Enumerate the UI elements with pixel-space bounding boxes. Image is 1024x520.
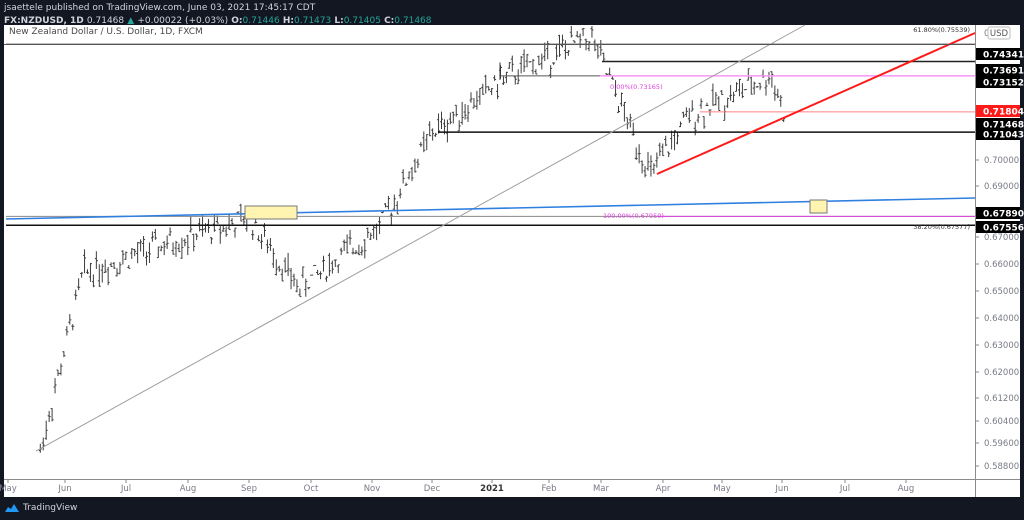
up-arrow-icon: ▲ <box>127 16 135 26</box>
close-value: 0.71468 <box>394 16 432 26</box>
svg-text:Jul: Jul <box>839 484 850 494</box>
svg-text:0.67890: 0.67890 <box>983 210 1024 220</box>
svg-text:0.71043: 0.71043 <box>983 131 1024 141</box>
high-label: H: <box>282 16 294 26</box>
low-value: 0.71405 <box>343 16 381 26</box>
brand-label: TradingView <box>23 503 78 513</box>
svg-text:0.67000: 0.67000 <box>984 233 1019 243</box>
tradingview-cloud-icon <box>5 504 19 512</box>
svg-text:0.00%(0.73165): 0.00%(0.73165) <box>610 83 663 91</box>
symbol: FX:NZDUSD, 1D <box>4 16 84 26</box>
ohlc-bars <box>38 26 786 453</box>
svg-text:May: May <box>0 484 17 494</box>
header: jsaettele published on TradingView.com, … <box>4 2 432 28</box>
svg-text:0.64000: 0.64000 <box>984 314 1019 324</box>
svg-text:Feb: Feb <box>541 484 556 494</box>
low-label: L: <box>334 16 344 26</box>
svg-text:0.67556: 0.67556 <box>983 224 1024 234</box>
last-price: 0.71468 <box>86 16 125 26</box>
svg-text:0.74341: 0.74341 <box>983 51 1024 61</box>
svg-text:0.70000: 0.70000 <box>984 156 1019 166</box>
svg-text:Mar: Mar <box>593 484 610 494</box>
svg-text:0.73691: 0.73691 <box>983 67 1024 77</box>
svg-text:2021: 2021 <box>480 484 504 494</box>
svg-text:0.61200: 0.61200 <box>984 394 1019 404</box>
close-label: C: <box>384 16 395 26</box>
svg-text:38.20%(0.67577): 38.20%(0.67577) <box>913 223 970 231</box>
change: +0.00022 (+0.03%) <box>137 16 229 26</box>
tradingview-footer[interactable]: TradingView <box>4 503 77 513</box>
open-value: 0.71446 <box>242 16 280 26</box>
svg-text:May: May <box>713 484 731 494</box>
svg-text:61.80%(0.75539): 61.80%(0.75539) <box>913 26 970 34</box>
chart-frame[interactable] <box>4 25 1020 497</box>
svg-text:Sep: Sep <box>241 484 257 494</box>
svg-text:0.65000: 0.65000 <box>984 287 1019 297</box>
svg-text:0.69000: 0.69000 <box>984 182 1019 192</box>
svg-text:Oct: Oct <box>304 484 319 494</box>
high-value: 0.71473 <box>294 16 332 26</box>
svg-text:Apr: Apr <box>656 484 671 494</box>
svg-text:USD: USD <box>990 29 1009 39</box>
svg-text:Aug: Aug <box>898 484 915 494</box>
svg-text:0.66000: 0.66000 <box>984 260 1019 270</box>
svg-text:Jul: Jul <box>120 484 131 494</box>
svg-text:0.73152: 0.73152 <box>983 79 1024 89</box>
svg-text:0.58800: 0.58800 <box>984 462 1019 472</box>
publisher-line: jsaettele published on TradingView.com, … <box>4 3 316 13</box>
svg-text:Dec: Dec <box>424 484 441 494</box>
symbol-line: FX:NZDUSD, 1D 0.71468 ▲ +0.00022 (+0.03%… <box>4 15 432 28</box>
open-label: O: <box>231 16 243 26</box>
svg-text:100.00%(0.67950): 100.00%(0.67950) <box>603 212 664 220</box>
svg-text:0.63000: 0.63000 <box>984 341 1019 351</box>
svg-text:Jun: Jun <box>774 484 788 494</box>
svg-text:Jun: Jun <box>57 484 71 494</box>
svg-text:0.59600: 0.59600 <box>984 439 1019 449</box>
svg-text:0.62000: 0.62000 <box>984 368 1019 378</box>
svg-text:Nov: Nov <box>364 484 381 494</box>
chart-title: New Zealand Dollar / U.S. Dollar, 1D, FX… <box>9 27 203 37</box>
svg-text:Aug: Aug <box>180 484 197 494</box>
svg-text:0.71468: 0.71468 <box>983 121 1024 131</box>
svg-text:0.60400: 0.60400 <box>984 417 1019 427</box>
axes: 0.70000 0.69000 0.67000 0.66000 0.65000 0.640… <box>0 25 1024 497</box>
svg-text:0.71804: 0.71804 <box>983 108 1024 118</box>
